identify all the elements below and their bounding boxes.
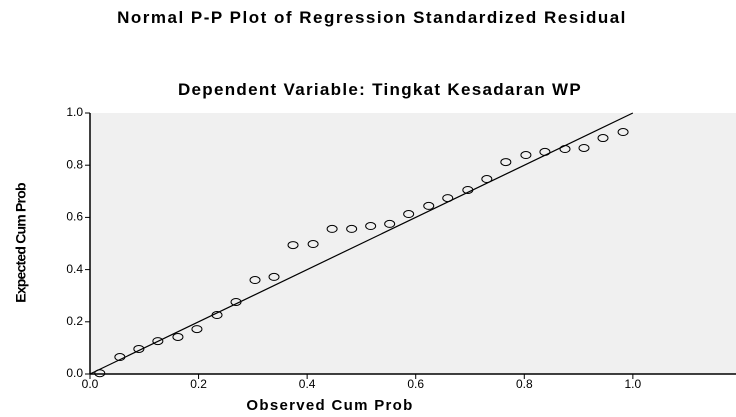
y-tick-label: 0.4 — [66, 262, 83, 276]
point — [442, 194, 454, 203]
y-tick-label: 0.8 — [66, 157, 83, 171]
y-tick-label: 0.6 — [66, 210, 83, 224]
point — [172, 332, 184, 341]
x-tick-label: 0.6 — [407, 377, 424, 391]
point — [249, 276, 261, 285]
reference-line — [89, 112, 634, 375]
point — [462, 185, 474, 194]
point — [500, 158, 512, 167]
point — [520, 151, 532, 160]
chart-title: Normal P-P Plot of Regression Standardiz… — [117, 8, 627, 27]
point — [403, 210, 415, 219]
point — [559, 145, 571, 154]
point — [94, 369, 106, 378]
y-tick-label: 1.0 — [66, 105, 83, 119]
point — [326, 224, 338, 233]
point — [617, 128, 629, 137]
x-tick-label: 0.2 — [190, 377, 207, 391]
point — [211, 311, 223, 320]
y-axis-label: Expected Cum Prob — [13, 183, 29, 303]
x-tick-label: 0.8 — [516, 377, 533, 391]
point — [578, 143, 590, 152]
point — [365, 222, 377, 231]
point — [191, 325, 203, 334]
point — [133, 344, 145, 353]
point — [423, 201, 435, 210]
x-axis-label: Observed Cum Prob — [246, 397, 413, 414]
x-tick-label: 0.4 — [299, 377, 316, 391]
point — [268, 272, 280, 281]
chart-subtitle: Dependent Variable: Tingkat Kesadaran WP — [177, 80, 583, 99]
point — [307, 240, 319, 249]
point — [152, 337, 164, 346]
point — [114, 353, 126, 362]
point — [230, 297, 242, 306]
point — [481, 175, 493, 184]
point — [384, 219, 396, 228]
x-tick-label: 1.0 — [625, 377, 642, 391]
point — [346, 224, 358, 233]
point — [287, 241, 299, 250]
x-tick-label: 0.0 — [82, 377, 99, 391]
point — [539, 147, 551, 156]
point — [597, 134, 609, 143]
plot-area — [90, 113, 736, 374]
y-tick-label: 0.0 — [66, 366, 83, 380]
y-tick-label: 0.2 — [66, 314, 83, 328]
